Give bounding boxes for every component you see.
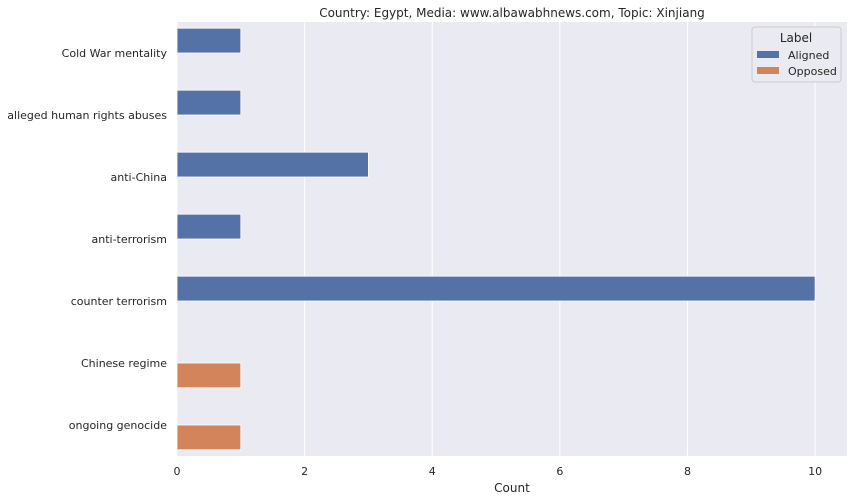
x-tick-label: 10 — [808, 465, 822, 478]
plot-area — [177, 22, 847, 456]
y-tick-label: Chinese regime — [81, 357, 167, 370]
bar-aligned-1 — [176, 89, 242, 116]
x-tick-label: 0 — [174, 465, 181, 478]
y-tick-labels: Cold War mentality alleged human rights a… — [7, 47, 167, 432]
bar-aligned-0 — [176, 27, 242, 54]
bar-opposed-5 — [176, 362, 242, 389]
y-tick-label: ongoing genocide — [69, 419, 167, 432]
legend-swatch-aligned — [757, 51, 779, 58]
x-tick-label: 6 — [556, 465, 563, 478]
legend: Label Aligned Opposed — [751, 26, 842, 83]
bar-aligned-4 — [176, 275, 816, 302]
chart-title: Country: Egypt, Media: www.albawabhnews.… — [319, 6, 705, 20]
x-tick-label: 2 — [301, 465, 308, 478]
y-tick-label: anti-China — [111, 171, 167, 184]
x-tick-label: 8 — [684, 465, 691, 478]
bars — [176, 27, 816, 451]
y-tick-label: Cold War mentality — [62, 47, 168, 60]
y-tick-label: counter terrorism — [71, 295, 167, 308]
legend-label-aligned: Aligned — [788, 49, 829, 62]
y-tick-label: anti-terrorism — [92, 233, 168, 246]
legend-label-opposed: Opposed — [788, 65, 837, 78]
x-tick-label: 4 — [429, 465, 436, 478]
x-tick-labels: 0 2 4 6 8 10 — [174, 465, 823, 478]
legend-swatch-opposed — [757, 67, 779, 74]
bar-opposed-6 — [176, 424, 242, 451]
bar-aligned-3 — [176, 213, 242, 240]
y-tick-label: alleged human rights abuses — [7, 109, 167, 122]
x-axis-label: Count — [494, 481, 530, 495]
legend-title: Label — [780, 31, 812, 45]
bar-aligned-2 — [176, 151, 369, 178]
